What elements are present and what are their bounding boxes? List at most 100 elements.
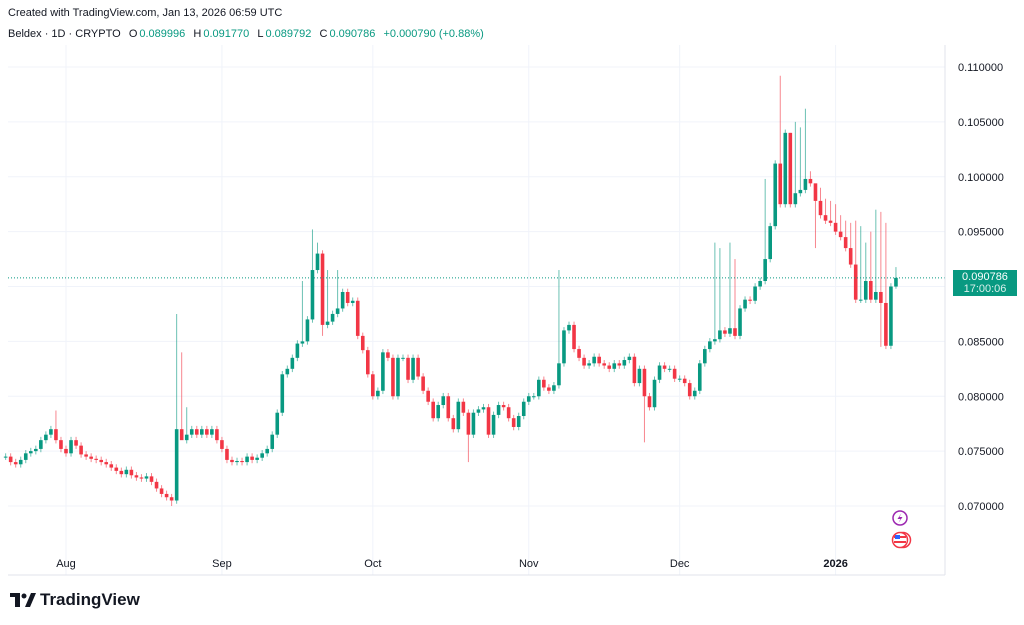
candle-body — [682, 378, 687, 384]
candle — [49, 425, 53, 438]
candle-body — [552, 385, 556, 391]
candle — [758, 277, 762, 290]
us-flag-event-icon[interactable] — [891, 531, 912, 549]
candle — [592, 353, 596, 367]
candle — [245, 453, 249, 466]
candle — [320, 250, 325, 336]
candle — [783, 129, 788, 208]
candle — [466, 409, 471, 463]
candle-body — [200, 429, 204, 435]
candle — [848, 222, 853, 268]
candle-body — [119, 470, 124, 475]
candle — [587, 360, 591, 369]
candle — [340, 288, 345, 312]
candle — [768, 222, 772, 263]
candle — [230, 456, 234, 466]
last-price-tag: 0.090786 17:00:06 — [953, 269, 1017, 296]
candle-body — [54, 429, 58, 441]
candle-body — [557, 363, 561, 386]
candle-body — [3, 456, 8, 458]
x-tick-label: 2026 — [823, 558, 847, 570]
candle — [39, 436, 43, 453]
candle-body — [220, 440, 224, 449]
candle-body — [657, 365, 662, 380]
candle — [692, 387, 697, 400]
candle-body — [366, 350, 370, 375]
open-label: O — [128, 28, 138, 40]
candle-body — [869, 281, 873, 300]
candle — [597, 353, 601, 367]
candle — [144, 473, 149, 482]
candle — [808, 171, 813, 187]
candle — [74, 436, 78, 449]
candle-body — [652, 379, 657, 408]
candle — [179, 352, 184, 441]
candle-body — [778, 163, 783, 205]
candle — [94, 455, 98, 464]
candle — [577, 345, 581, 362]
candle — [838, 215, 843, 241]
candle-body — [320, 253, 325, 325]
candle — [738, 305, 742, 340]
candle — [697, 360, 702, 395]
candle — [200, 425, 204, 438]
candle-body — [139, 477, 144, 479]
candle-body — [758, 281, 762, 287]
candle — [134, 471, 139, 481]
candle — [632, 353, 637, 387]
candle — [542, 376, 546, 391]
candle-body — [355, 300, 360, 336]
candle-body — [879, 291, 883, 303]
candle — [672, 365, 677, 382]
candle-body — [597, 356, 601, 364]
candle — [662, 362, 667, 373]
x-tick-label: Nov — [519, 558, 539, 570]
lightning-event-icon[interactable] — [892, 510, 908, 526]
price-axis: 0.1100000.1050000.1000000.0950000.090000… — [958, 62, 1004, 513]
candle — [441, 392, 446, 409]
candle — [250, 453, 254, 464]
candle-body — [446, 396, 451, 419]
candle — [552, 381, 556, 395]
candle-body — [305, 319, 310, 342]
candle-body — [793, 193, 798, 205]
symbol-legend: Beldex · 1D · CRYPTO O 0.089996 H 0.091770… — [8, 24, 944, 44]
candle — [184, 407, 189, 444]
candle — [446, 392, 451, 422]
candle-body — [109, 464, 114, 468]
candle — [627, 353, 632, 364]
candle-body — [371, 374, 375, 397]
candle-body — [748, 299, 752, 301]
candle-body — [838, 231, 843, 238]
symbol-title[interactable]: Beldex · 1D · CRYPTO — [8, 28, 121, 40]
candle — [486, 403, 491, 438]
candle — [833, 204, 838, 235]
candle-body — [23, 453, 28, 460]
candle-body — [738, 308, 742, 336]
candle-body — [471, 412, 476, 435]
candle — [863, 242, 868, 303]
candle-body — [215, 429, 219, 441]
tradingview-logo[interactable]: TradingView — [10, 590, 140, 610]
candle-body — [270, 434, 275, 449]
candle — [667, 365, 672, 373]
candle — [129, 466, 134, 479]
candle-body — [411, 357, 415, 380]
candle — [406, 354, 410, 384]
candle-body — [275, 412, 280, 435]
candle-body — [189, 429, 194, 435]
y-tick-label: 0.095000 — [958, 227, 1004, 239]
candle-body — [863, 281, 868, 300]
candle-body — [230, 459, 234, 463]
candle — [612, 360, 617, 373]
candle — [491, 411, 496, 438]
candle-body — [753, 286, 757, 301]
candle-body — [602, 363, 607, 366]
candle-body — [627, 356, 632, 361]
candle-body — [813, 183, 818, 201]
candle-body — [491, 414, 496, 435]
candle — [416, 354, 420, 380]
close-label: C — [319, 28, 328, 40]
candle-body — [406, 357, 410, 380]
